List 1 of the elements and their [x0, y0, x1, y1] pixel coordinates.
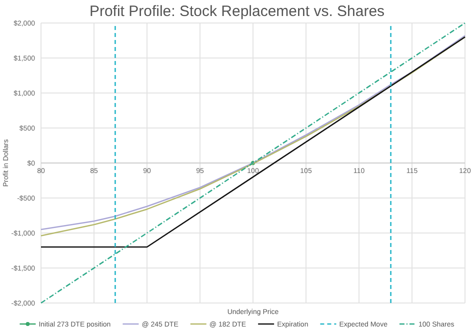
- chart-title: Profit Profile: Stock Replacement vs. Shares: [89, 3, 385, 20]
